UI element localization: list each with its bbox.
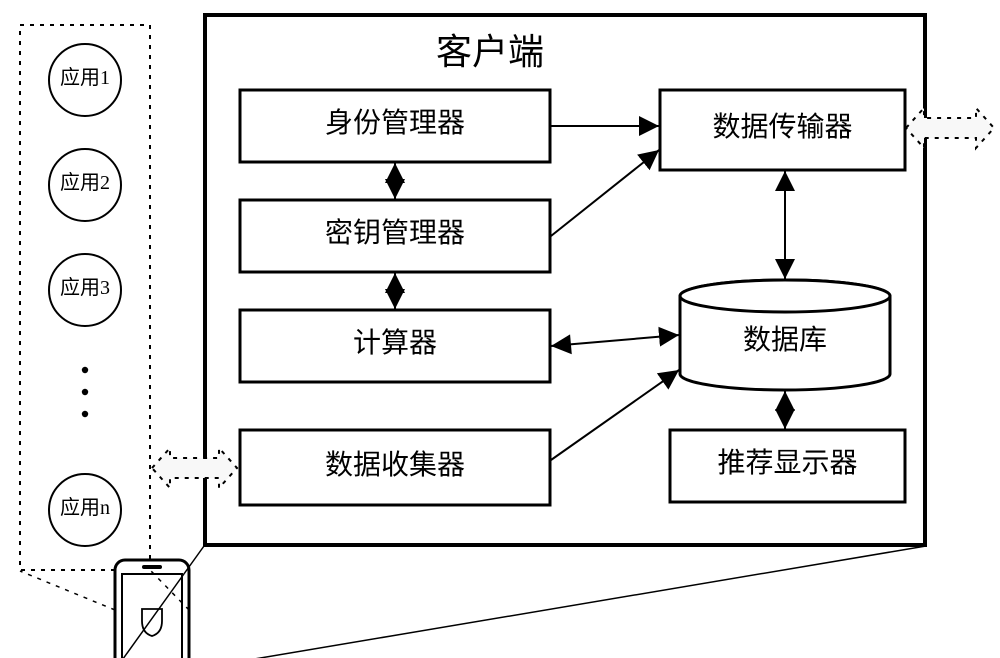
app-label-1: 应用1 [0,68,285,88]
database-label: 数据库 [585,327,985,355]
display-label: 推荐显示器 [588,450,988,478]
connector-3 [189,546,926,658]
arrow-collector-database [551,370,679,460]
app-label-2: 应用2 [0,173,285,193]
client-title: 客户端 [290,34,690,70]
app-label-4: 应用n [0,498,285,518]
database-top [680,280,890,312]
phone-speaker [142,565,162,569]
ellipsis-dot [82,411,88,417]
connector-0 [20,571,115,610]
app-label-3: 应用3 [0,278,285,298]
transmitter-label: 数据传输器 [583,114,983,142]
keymgr-label: 密钥管理器 [195,220,595,248]
ellipsis-dot [82,389,88,395]
ellipsis-dot [82,367,88,373]
collector-label: 数据收集器 [195,452,595,480]
calculator-label: 计算器 [195,330,595,358]
phone-screen [122,574,182,658]
identity-label: 身份管理器 [195,110,595,138]
